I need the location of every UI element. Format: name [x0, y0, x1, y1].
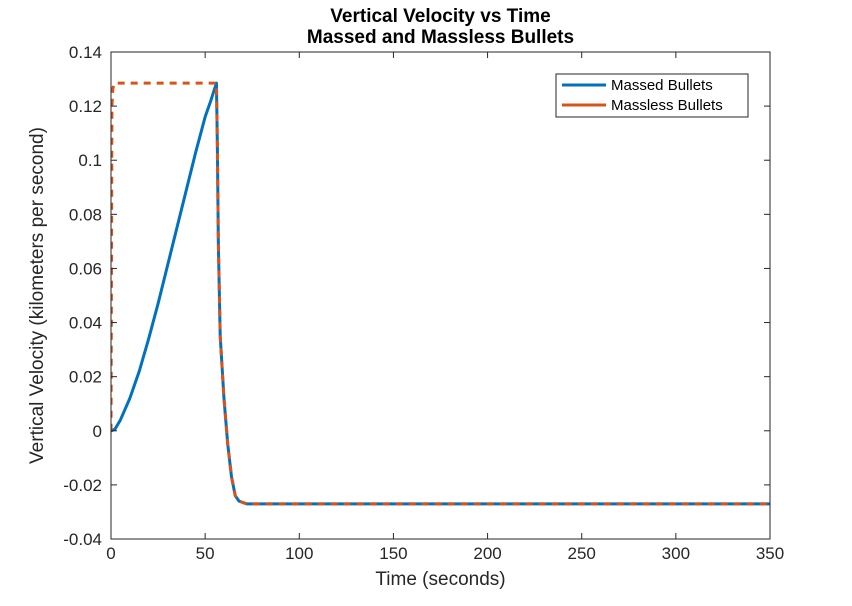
ticks-layer: 0 50 100 150 200 250 300 350 -0.04 -0.02 0 0.02 0.04… [63, 43, 784, 563]
y-tick-label: 0 [93, 422, 102, 441]
axes-frame [110, 51, 771, 540]
x-tick-label: 100 [285, 544, 313, 563]
x-tick-label: 150 [379, 544, 407, 563]
y-tick-label: 0.06 [69, 259, 102, 278]
y-tick-label: -0.04 [63, 530, 102, 549]
axes-layer [110, 51, 771, 540]
chart-title-line-2: Massed and Massless Bullets [307, 27, 574, 48]
y-tick-label: 0.04 [69, 314, 102, 333]
series-layer [111, 81, 770, 506]
legend-box [555, 73, 749, 118]
x-tick-label: 50 [196, 544, 215, 563]
y-tick-label: 0.1 [78, 151, 102, 170]
y-axis-label: Vertical Velocity (kilometers per second… [27, 127, 48, 464]
legend: Massed Bullets Massless Bullets [555, 73, 749, 118]
x-tick-label: 200 [473, 544, 501, 563]
plot-area [111, 52, 770, 539]
y-tick-label: 0.02 [69, 368, 102, 387]
y-tick-label: 0.08 [69, 205, 102, 224]
x-tick-label: 0 [106, 544, 115, 563]
x-tick-label: 300 [662, 544, 690, 563]
legend-label-massed: Massed Bullets [611, 77, 713, 94]
x-axis-label: Time (seconds) [375, 569, 505, 590]
y-tick-label: 0.14 [69, 43, 102, 62]
x-tick-label: 250 [568, 544, 596, 563]
massless-bullets-line [111, 81, 770, 506]
y-tick-label: -0.02 [63, 476, 102, 495]
y-tick-label: 0.12 [69, 97, 102, 116]
x-tick-label: 350 [756, 544, 784, 563]
chart-title-line-1: Vertical Velocity vs Time [330, 6, 550, 27]
legend-label-massless: Massless Bullets [611, 97, 723, 114]
